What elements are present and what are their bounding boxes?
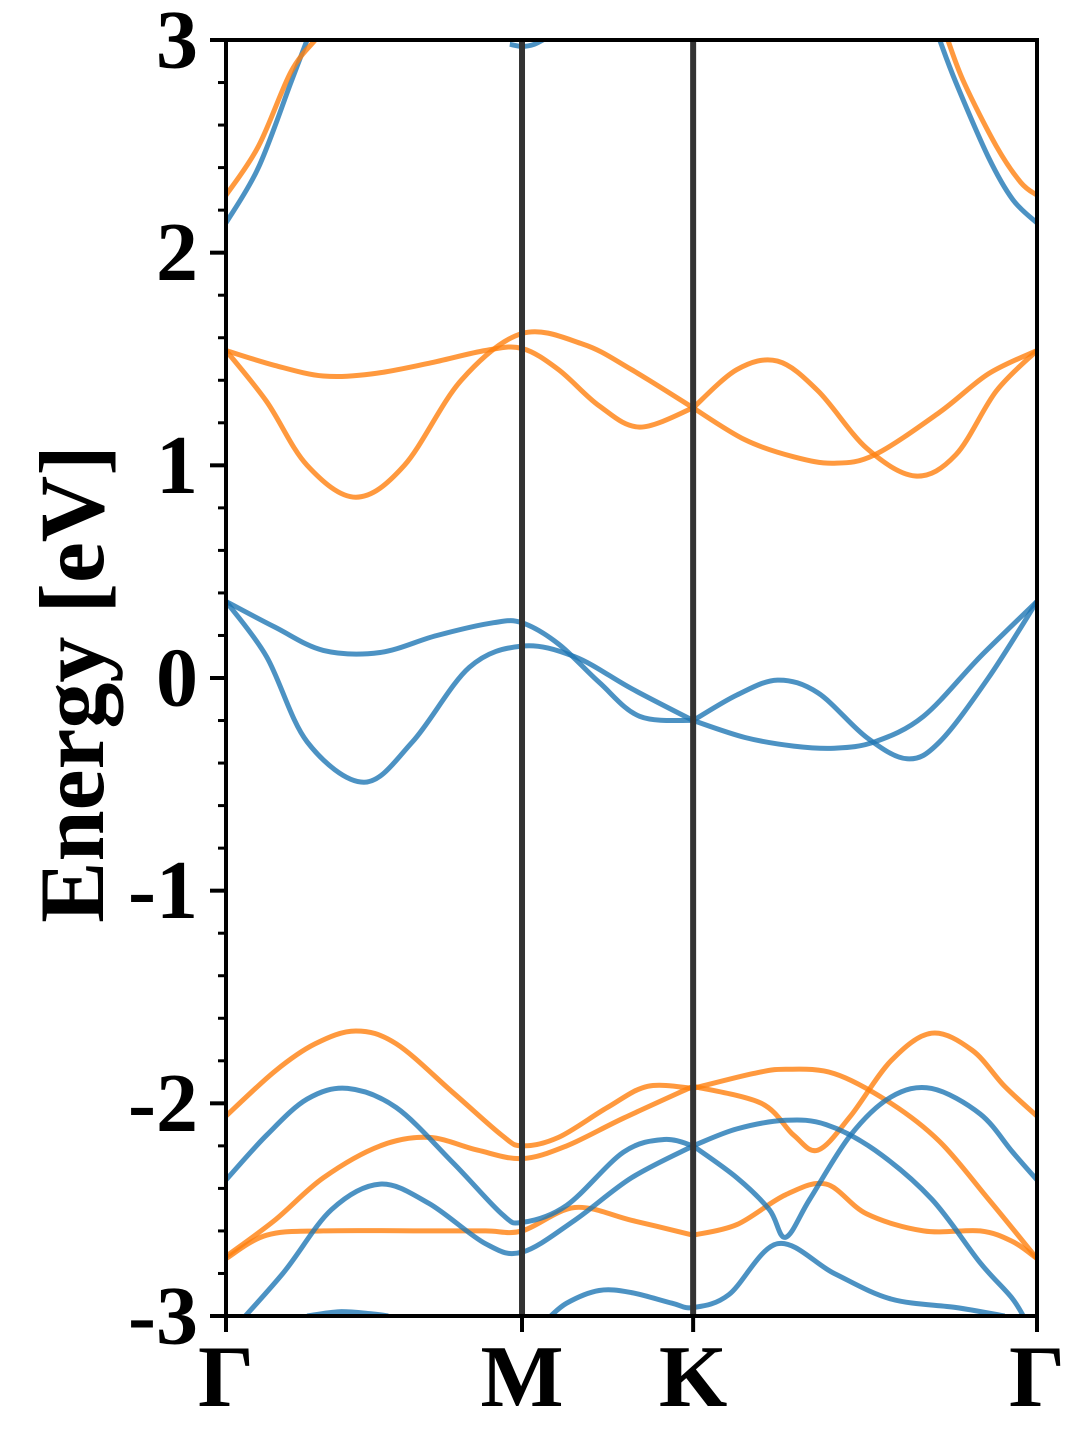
band-line-blue <box>241 1143 695 1316</box>
y-tick-label: 2 <box>156 206 198 299</box>
k-point-lines <box>519 40 697 1316</box>
band-curves <box>226 40 1037 1316</box>
band-line-blue <box>937 40 1037 225</box>
band-line-blue <box>226 1085 694 1226</box>
y-tick-label: -1 <box>128 844 198 937</box>
band-line-blue <box>226 599 695 785</box>
x-tick-label: Γ <box>1009 1329 1065 1426</box>
band-line-blue <box>691 600 1037 762</box>
band-line-orange <box>226 344 695 430</box>
y-axis-label: Energy [eV] <box>21 445 123 923</box>
plot-frame <box>224 38 1039 1318</box>
band-line-orange <box>945 40 1037 198</box>
y-ticks: -3 -2 -1 0 1 2 3 <box>128 0 226 1363</box>
band-line-blue <box>226 599 694 724</box>
x-tick-label: K <box>659 1329 727 1426</box>
x-tick-label: Γ <box>198 1329 254 1426</box>
y-tick-label: 0 <box>156 632 198 725</box>
band-line-orange <box>226 40 318 197</box>
y-tick-label: 3 <box>156 0 198 87</box>
y-tick-label: -3 <box>128 1270 198 1363</box>
band-line-blue <box>692 1117 1027 1316</box>
y-tick-label: -2 <box>128 1057 198 1150</box>
band-line-orange <box>692 1030 1037 1154</box>
band-line-orange <box>226 1028 694 1149</box>
band-line-blue <box>509 40 548 49</box>
x-tick-label: M <box>480 1329 563 1426</box>
band-line-orange <box>692 1180 1037 1261</box>
band-line-blue <box>691 1084 1037 1240</box>
band-line-orange <box>691 348 1037 466</box>
band-line-blue <box>692 599 1037 751</box>
y-tick-label: 1 <box>156 419 198 512</box>
band-line-orange <box>226 329 695 500</box>
band-line-orange <box>226 1204 694 1261</box>
band-line-blue <box>547 1240 1006 1316</box>
band-line-orange <box>226 1084 695 1259</box>
band-line-orange <box>691 348 1037 479</box>
